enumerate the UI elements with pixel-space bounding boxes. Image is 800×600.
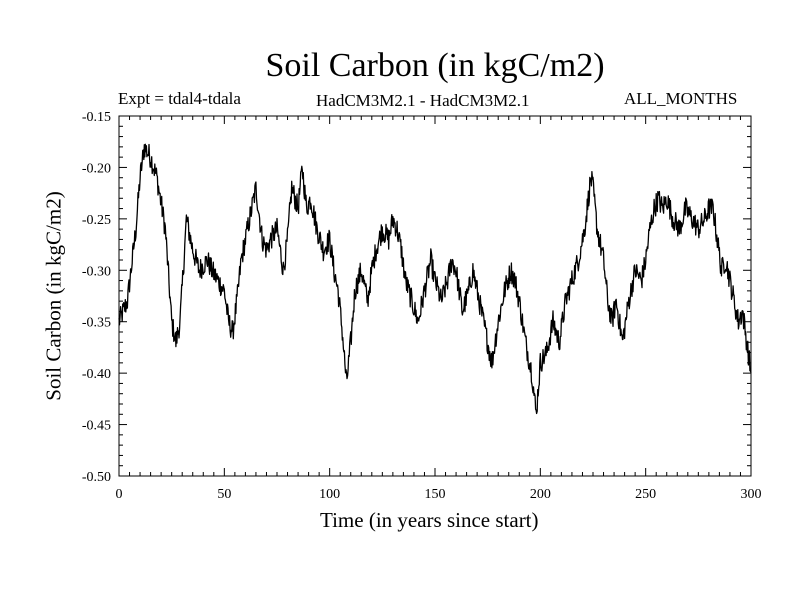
y-tick-label: -0.50	[82, 470, 111, 485]
model-comparison-label: HadCM3M2.1 - HadCM3M2.1	[316, 91, 530, 110]
experiment-label: Expt = tdal4-tdala	[118, 89, 241, 108]
y-tick-label: -0.20	[82, 161, 111, 176]
chart-title: Soil Carbon (in kgC/m2)	[265, 47, 605, 84]
y-tick-label: -0.40	[82, 367, 111, 382]
y-tick-label: -0.15	[82, 110, 111, 125]
x-tick-label: 50	[217, 487, 231, 502]
y-tick-label: -0.25	[82, 213, 111, 228]
y-tick-label: -0.35	[82, 316, 111, 331]
x-tick-label: 150	[425, 487, 446, 502]
y-tick-label: -0.30	[82, 264, 111, 279]
x-tick-label: 250	[635, 487, 656, 502]
x-tick-label: 300	[741, 487, 762, 502]
x-tick-label: 0	[116, 487, 123, 502]
series-line	[118, 143, 752, 415]
y-tick-label: -0.45	[82, 419, 111, 434]
months-label: ALL_MONTHS	[624, 89, 738, 108]
x-tick-label: 200	[530, 487, 551, 502]
x-axis-label: Time (in years since start)	[320, 508, 539, 532]
plot-frame	[118, 115, 752, 477]
x-tick-label: 100	[319, 487, 340, 502]
